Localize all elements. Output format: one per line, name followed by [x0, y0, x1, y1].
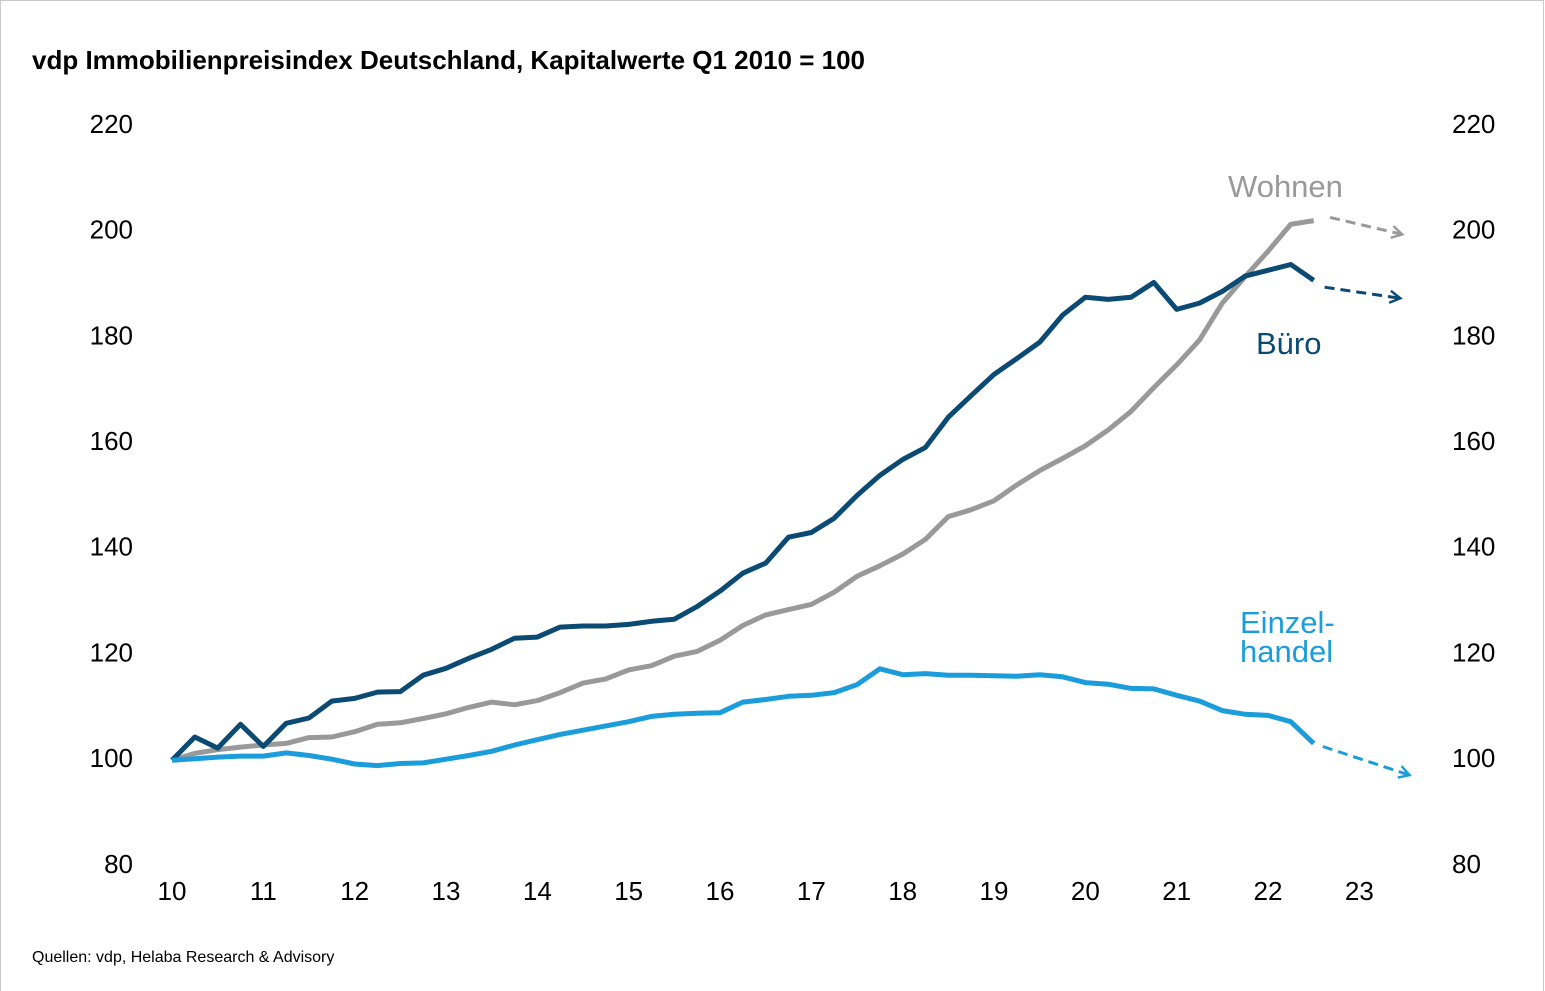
x-tick-label: 17 — [797, 876, 826, 906]
y-tick-label: 120 — [90, 637, 133, 667]
y2-tick-label: 160 — [1452, 426, 1495, 456]
series-line — [171, 666, 1316, 769]
x-tick-label: 15 — [614, 876, 643, 906]
y-tick-label: 80 — [104, 849, 133, 879]
x-tick-label: 16 — [706, 876, 735, 906]
x-tick-label: 23 — [1345, 876, 1374, 906]
y2-tick-label: 100 — [1452, 743, 1495, 773]
series-label: Büro — [1256, 326, 1322, 361]
x-tick-label: 13 — [432, 876, 461, 906]
y-tick-label: 220 — [90, 109, 133, 139]
forecast-arrow — [1329, 215, 1405, 239]
y2-tick-label: 200 — [1452, 215, 1495, 245]
x-tick-label: 18 — [888, 876, 917, 906]
x-tick-label: 21 — [1162, 876, 1191, 906]
x-tick-label: 11 — [250, 876, 277, 906]
series-label: Einzel- handel — [1240, 605, 1335, 669]
chart-title: vdp Immobilienpreisindex Deutschland, Ka… — [32, 45, 865, 75]
y2-tick-label: 140 — [1452, 532, 1495, 562]
y2-tick-label: 80 — [1452, 849, 1481, 879]
y2-tick-label: 120 — [1452, 637, 1495, 667]
x-tick-label: 14 — [523, 876, 552, 906]
forecast-arrow — [1324, 285, 1403, 304]
x-tick-label: 12 — [340, 876, 369, 906]
y2-tick-label: 180 — [1452, 320, 1495, 350]
y2-tick-label: 220 — [1452, 109, 1495, 139]
series-label: Wohnen — [1228, 169, 1343, 204]
series-line — [170, 262, 1316, 763]
y-tick-label: 200 — [90, 215, 133, 245]
y-tick-label: 160 — [90, 426, 133, 456]
series-line — [171, 218, 1315, 763]
y-tick-label: 140 — [90, 532, 133, 562]
x-tick-label: 10 — [158, 876, 187, 906]
y-tick-label: 100 — [90, 743, 133, 773]
x-tick-label: 22 — [1254, 876, 1283, 906]
source: Quellen: vdp, Helaba Research & Advisory — [32, 949, 334, 966]
forecast-arrow — [1322, 745, 1412, 779]
x-tick-label: 19 — [980, 876, 1009, 906]
y-tick-label: 180 — [90, 320, 133, 350]
x-tick-label: 20 — [1071, 876, 1100, 906]
